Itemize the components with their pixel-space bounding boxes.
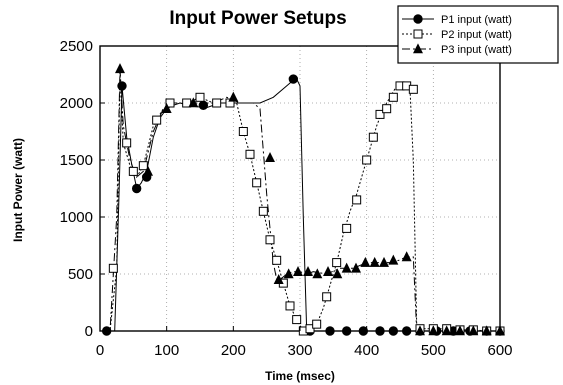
series-p3-marker xyxy=(388,254,399,265)
series-p2-marker xyxy=(305,324,315,334)
legend-label-p2: P2 input (watt) xyxy=(441,29,512,41)
series-p2-marker xyxy=(138,161,148,171)
x-axis-label: Time (msec) xyxy=(265,369,335,383)
series-p3-marker xyxy=(481,325,492,336)
series-p2-marker xyxy=(408,84,418,94)
y-tick-label: 0 xyxy=(85,323,93,340)
series-p3-marker xyxy=(283,268,294,279)
x-tick-label: 400 xyxy=(354,342,379,359)
series-p2-marker xyxy=(122,138,132,148)
series-p1-marker xyxy=(375,326,385,336)
series-p3-marker xyxy=(161,103,172,113)
series-line-p3 xyxy=(100,68,500,332)
series-p3-marker xyxy=(360,256,371,267)
series-lines xyxy=(100,68,500,332)
series-p3-marker xyxy=(273,274,284,285)
series-p2-marker xyxy=(265,235,275,245)
series-p2-marker xyxy=(322,292,332,302)
y-tick-label: 500 xyxy=(68,266,93,283)
series-p1-marker xyxy=(325,326,335,336)
series-p3-marker xyxy=(228,91,239,102)
series-p2-marker xyxy=(375,109,385,119)
y-tick-label: 2000 xyxy=(60,95,93,112)
series-p1-marker xyxy=(117,81,127,91)
chart-title: Input Power Setups xyxy=(169,8,346,29)
y-tick-label: 2500 xyxy=(60,38,93,55)
x-tick-label: 600 xyxy=(487,342,512,359)
legend-entries: P1 input (watt) P2 input (watt) P3 input (… xyxy=(402,14,512,56)
series-p1-marker xyxy=(198,100,209,110)
series-p2-marker xyxy=(285,301,295,311)
x-tick-label: 500 xyxy=(421,342,446,359)
series-p2-marker xyxy=(312,319,322,329)
series-p3-marker xyxy=(188,97,199,108)
series-p2-marker xyxy=(108,263,118,273)
series-p2-marker xyxy=(212,98,222,108)
series-p3-marker xyxy=(323,266,333,277)
series-p1-marker xyxy=(341,326,352,336)
series-p2-marker xyxy=(258,206,268,216)
x-tick-labels: 0 100 200 300 400 500 600 xyxy=(96,326,513,359)
series-p1-marker xyxy=(288,74,299,84)
series-p1-marker xyxy=(131,183,142,194)
series-p2-marker xyxy=(292,315,302,325)
x-tick-label: 200 xyxy=(221,342,246,359)
legend-marker-p1 xyxy=(413,14,423,24)
series-p3-marker xyxy=(369,256,380,267)
legend: P1 input (watt) P2 input (watt) P3 input (… xyxy=(397,5,559,64)
series-p3-marker xyxy=(379,256,389,267)
series-p2-marker xyxy=(195,92,205,102)
series-p3-marker xyxy=(143,165,153,176)
series-p2-marker xyxy=(382,104,392,114)
series-p2-marker xyxy=(165,98,175,108)
series-p1-marker xyxy=(358,326,369,336)
x-tick-label: 100 xyxy=(154,342,179,359)
series-p1-marker xyxy=(401,326,412,336)
series-p3-marker xyxy=(332,268,343,279)
series-p3-marker xyxy=(265,152,275,163)
legend-marker-p3 xyxy=(413,43,423,54)
series-p3-marker xyxy=(455,325,465,336)
series-p3-marker xyxy=(415,325,425,336)
series-markers xyxy=(101,63,505,336)
y-tick-label: 1500 xyxy=(60,152,93,169)
series-p2-marker xyxy=(252,178,262,188)
series-p3-marker xyxy=(312,268,323,279)
series-p2-marker xyxy=(272,255,282,265)
series-p1-marker xyxy=(388,326,399,336)
series-p2-marker xyxy=(152,115,162,125)
y-tick-label: 1000 xyxy=(60,209,93,226)
series-p3-marker xyxy=(293,266,303,277)
series-p2-marker xyxy=(388,92,398,102)
series-p2-marker xyxy=(238,127,248,136)
series-p3-marker xyxy=(351,262,361,273)
x-tick-label: 300 xyxy=(287,342,312,359)
series-p3-marker xyxy=(341,262,352,273)
legend-label-p1: P1 input (watt) xyxy=(441,14,512,26)
series-p3-marker xyxy=(303,266,313,277)
series-p2-marker xyxy=(352,195,362,205)
legend-marker-p2 xyxy=(413,29,423,39)
series-p2-marker xyxy=(342,223,352,233)
series-p2-marker xyxy=(245,149,255,159)
series-p2-marker xyxy=(332,258,342,268)
y-axis-label: Input Power (watt) xyxy=(11,138,25,242)
series-p3-marker xyxy=(468,325,479,336)
y-tick-labels: 0 500 1000 1500 2000 2500 xyxy=(60,38,105,340)
legend-label-p3: P3 input (watt) xyxy=(441,44,512,56)
series-p2-marker xyxy=(362,155,372,165)
x-tick-label: 0 xyxy=(96,342,104,359)
series-p3-marker xyxy=(441,325,452,336)
series-p2-marker xyxy=(368,132,378,142)
series-p3-marker xyxy=(401,251,412,262)
legend-box xyxy=(397,5,559,64)
series-p2-marker xyxy=(128,166,138,176)
series-p3-marker xyxy=(115,63,125,74)
